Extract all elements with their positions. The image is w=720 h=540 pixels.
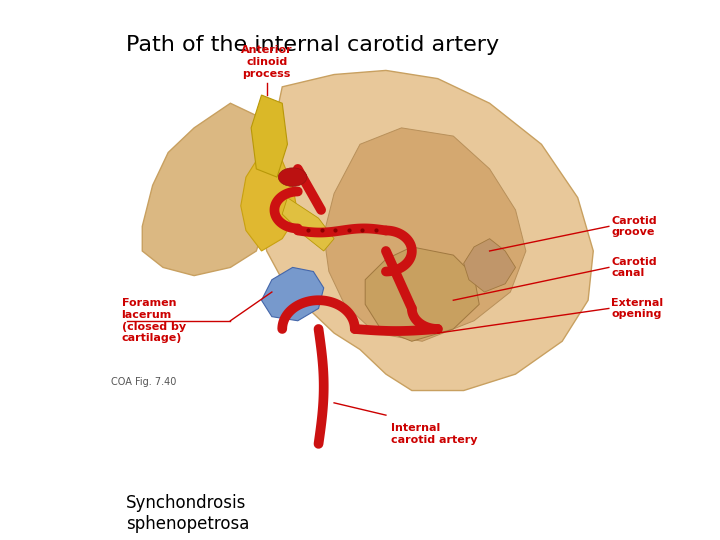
Polygon shape [251,95,287,177]
Text: Internal
carotid artery: Internal carotid artery [391,423,477,445]
Polygon shape [143,103,272,275]
Polygon shape [261,70,593,390]
Text: Foramen
lacerum
(closed by
cartilage): Foramen lacerum (closed by cartilage) [122,299,186,343]
Ellipse shape [279,168,307,186]
Polygon shape [240,152,298,251]
Text: Synchondrosis
sphenopetrosa: Synchondrosis sphenopetrosa [126,494,249,533]
Polygon shape [464,239,516,292]
Polygon shape [365,247,480,341]
Text: Path of the internal carotid artery: Path of the internal carotid artery [126,35,499,55]
Text: External
opening: External opening [611,298,664,319]
Polygon shape [261,267,324,321]
Polygon shape [324,128,526,341]
Text: Carotid
groove: Carotid groove [611,215,657,237]
Text: COA Fig. 7.40: COA Fig. 7.40 [111,377,176,387]
Text: Anterior
clinoid
process: Anterior clinoid process [241,45,292,79]
Polygon shape [282,198,334,251]
Text: Carotid
canal: Carotid canal [611,256,657,278]
